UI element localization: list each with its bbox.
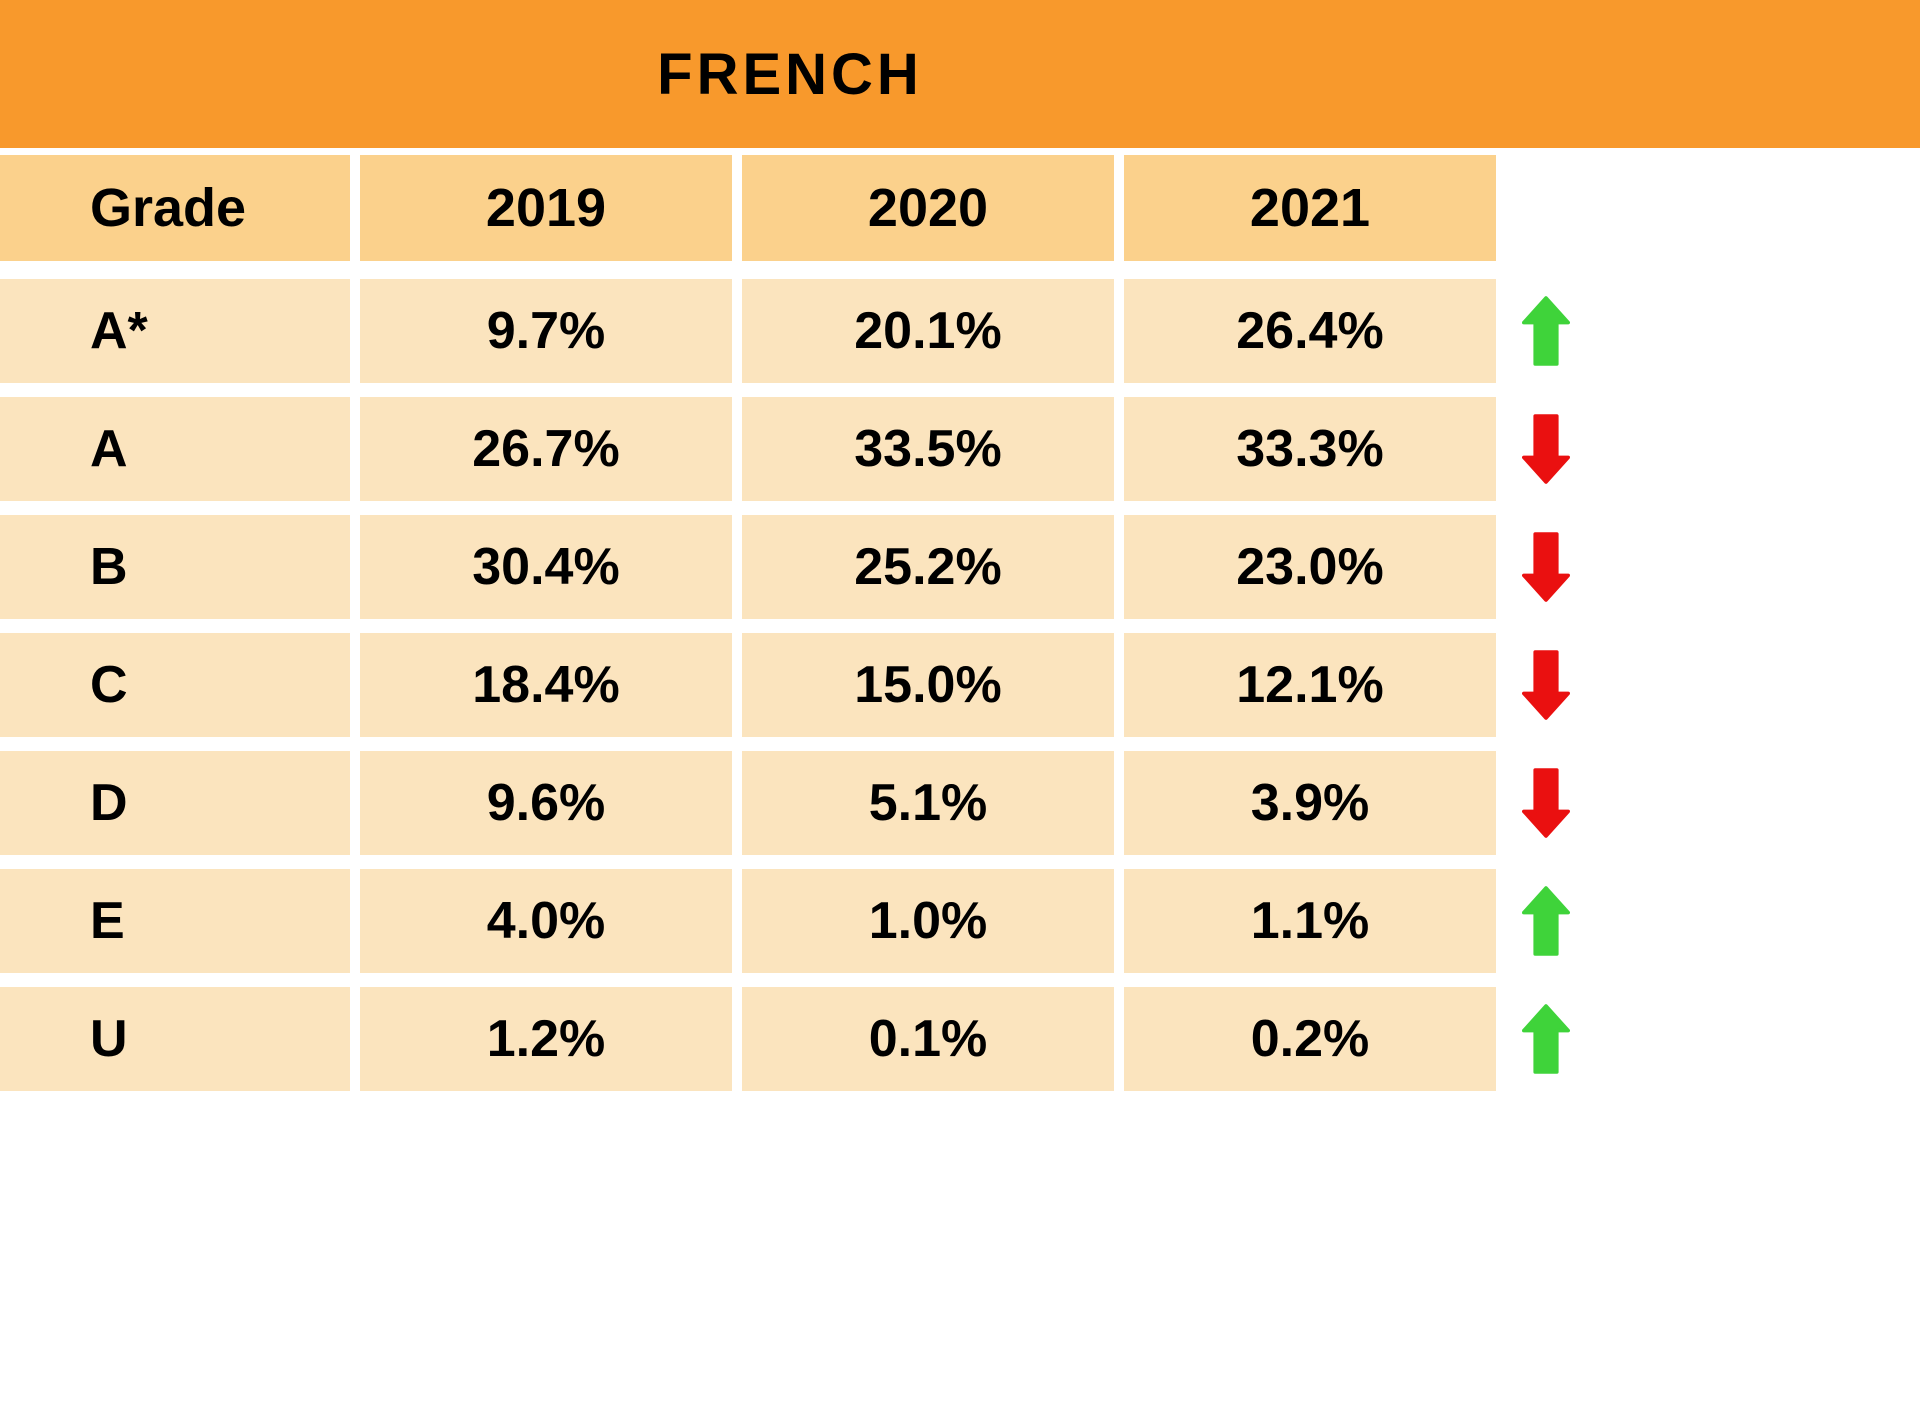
table-body: A* 9.7% 20.1% 26.4% A 26.7% 33.5% 33.3% … — [0, 279, 1920, 1091]
trend-cell — [1510, 869, 1582, 973]
trend-down-arrow-icon — [1522, 532, 1570, 602]
table-row: D 9.6% 5.1% 3.9% — [0, 751, 1920, 855]
value-2021-cell: 33.3% — [1124, 397, 1496, 501]
value-2021-cell: 26.4% — [1124, 279, 1496, 383]
value-2020-cell: 0.1% — [742, 987, 1114, 1091]
table-row: E 4.0% 1.0% 1.1% — [0, 869, 1920, 973]
value-2021-cell: 3.9% — [1124, 751, 1496, 855]
value-2021-cell: 0.2% — [1124, 987, 1496, 1091]
value-2020-cell: 20.1% — [742, 279, 1114, 383]
trend-up-arrow-icon — [1522, 1004, 1570, 1074]
grade-cell: B — [0, 515, 350, 619]
value-2019-cell: 30.4% — [360, 515, 732, 619]
value-2020-cell: 1.0% — [742, 869, 1114, 973]
trend-cell — [1510, 515, 1582, 619]
value-2019-cell: 9.6% — [360, 751, 732, 855]
value-2019-cell: 4.0% — [360, 869, 732, 973]
trend-up-arrow-icon — [1522, 296, 1570, 366]
grade-cell: A — [0, 397, 350, 501]
table-row: A 26.7% 33.5% 33.3% — [0, 397, 1920, 501]
grade-results-page: FRENCH Grade 2019 2020 2021 A* 9.7% 20.1… — [0, 0, 1920, 1091]
value-2019-cell: 9.7% — [360, 279, 732, 383]
header-2021: 2021 — [1124, 155, 1496, 261]
trend-cell — [1510, 279, 1582, 383]
header-trend-spacer — [1510, 155, 1582, 261]
value-2021-cell: 12.1% — [1124, 633, 1496, 737]
header-2020: 2020 — [742, 155, 1114, 261]
table-row: C 18.4% 15.0% 12.1% — [0, 633, 1920, 737]
grade-cell: A* — [0, 279, 350, 383]
grades-table: Grade 2019 2020 2021 A* 9.7% 20.1% 26.4%… — [0, 155, 1920, 1091]
trend-cell — [1510, 987, 1582, 1091]
grade-cell: D — [0, 751, 350, 855]
title-banner: FRENCH — [0, 0, 1920, 148]
grade-cell: C — [0, 633, 350, 737]
value-2021-cell: 1.1% — [1124, 869, 1496, 973]
grade-cell: U — [0, 987, 350, 1091]
value-2020-cell: 25.2% — [742, 515, 1114, 619]
header-2019: 2019 — [360, 155, 732, 261]
trend-cell — [1510, 633, 1582, 737]
trend-cell — [1510, 397, 1582, 501]
table-row: B 30.4% 25.2% 23.0% — [0, 515, 1920, 619]
value-2019-cell: 26.7% — [360, 397, 732, 501]
trend-down-arrow-icon — [1522, 414, 1570, 484]
trend-cell — [1510, 751, 1582, 855]
table-row: U 1.2% 0.1% 0.2% — [0, 987, 1920, 1091]
trend-down-arrow-icon — [1522, 650, 1570, 720]
value-2020-cell: 5.1% — [742, 751, 1114, 855]
table-row: A* 9.7% 20.1% 26.4% — [0, 279, 1920, 383]
page-title: FRENCH — [657, 41, 923, 107]
value-2019-cell: 18.4% — [360, 633, 732, 737]
grade-cell: E — [0, 869, 350, 973]
trend-up-arrow-icon — [1522, 886, 1570, 956]
value-2020-cell: 33.5% — [742, 397, 1114, 501]
trend-down-arrow-icon — [1522, 768, 1570, 838]
value-2019-cell: 1.2% — [360, 987, 732, 1091]
value-2020-cell: 15.0% — [742, 633, 1114, 737]
title-banner-inner: FRENCH — [0, 41, 1580, 108]
header-grade: Grade — [0, 155, 350, 261]
table-header-row: Grade 2019 2020 2021 — [0, 155, 1920, 261]
value-2021-cell: 23.0% — [1124, 515, 1496, 619]
